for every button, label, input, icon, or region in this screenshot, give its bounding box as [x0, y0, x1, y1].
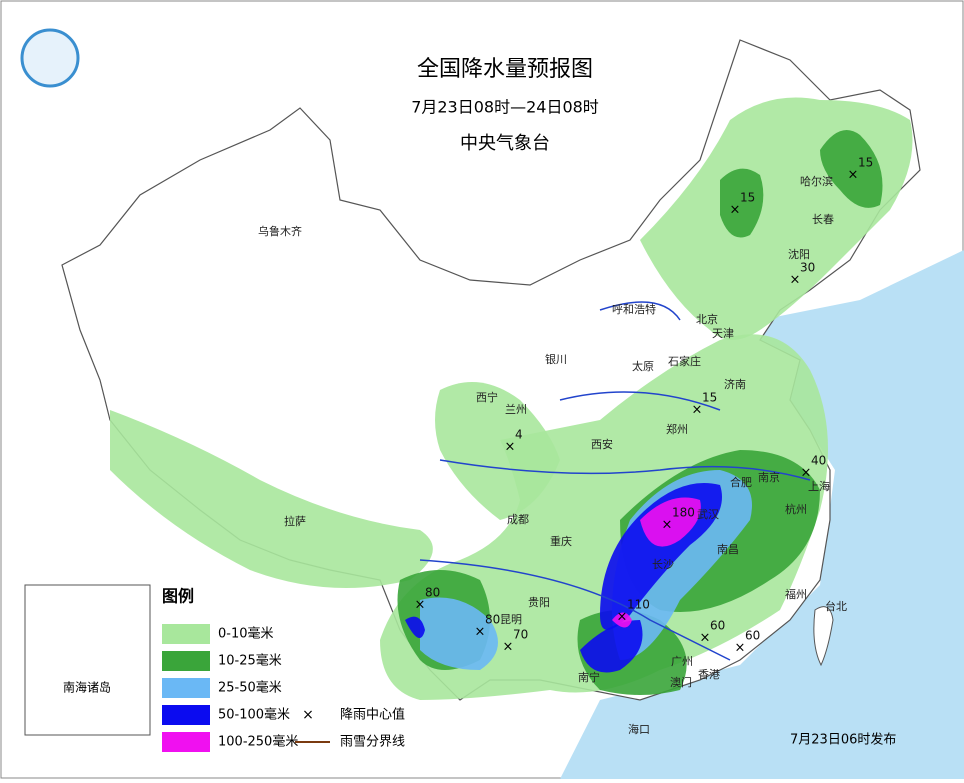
rain-zone	[640, 497, 701, 547]
city-label: 福州	[785, 587, 807, 601]
center-value: 40	[811, 454, 826, 468]
city-label: 台北	[825, 599, 847, 613]
sea	[560, 250, 964, 779]
city-label: 长春	[812, 213, 834, 226]
center-value: 15	[740, 191, 755, 205]
center-mark: ×	[505, 440, 516, 455]
city-label: 哈尔滨	[800, 174, 833, 188]
rain-zone	[420, 597, 498, 670]
rain-zone	[720, 168, 764, 238]
center-value: 70	[513, 628, 528, 642]
rain-zone	[110, 410, 433, 588]
center-mark: ×	[730, 203, 741, 218]
legend-title: 图例	[162, 587, 194, 606]
city-label: 天津	[712, 327, 734, 340]
center-mark: ×	[617, 610, 628, 625]
rain-zone	[435, 382, 560, 520]
center-value: 15	[702, 391, 717, 405]
inset-box	[24, 584, 151, 736]
logo	[20, 28, 80, 88]
inset-label: 南海诸岛	[63, 680, 111, 695]
rain-zones	[110, 97, 913, 700]
center-mark: ×	[475, 625, 486, 640]
rain-zone	[405, 616, 425, 638]
city-label: 广州	[671, 655, 693, 668]
issued-time: 7月23日06时发布	[790, 732, 896, 748]
legend-symbol: ×	[302, 707, 314, 723]
center-mark: ×	[848, 168, 859, 183]
taiwan	[813, 606, 834, 667]
city-label: 贵阳	[528, 596, 550, 609]
legend-swatch	[162, 732, 210, 752]
city-label: 银川	[545, 352, 567, 366]
city-label: 上海	[808, 479, 830, 493]
legend-swatch	[162, 678, 210, 698]
center-mark: ×	[662, 518, 673, 533]
center-value: 4	[515, 428, 523, 442]
city-label: 南宁	[578, 670, 600, 684]
rain-zone	[580, 620, 643, 673]
period: 7月23日08时—24日08时	[411, 98, 599, 117]
city-label: 杭州	[785, 502, 807, 516]
city-label: 兰州	[505, 403, 527, 416]
title: 全国降水量预报图	[417, 57, 593, 82]
center-value: 60	[710, 619, 725, 633]
city-label: 呼和浩特	[612, 302, 656, 316]
city-label: 西安	[591, 437, 613, 451]
city-label: 南京	[758, 470, 780, 484]
center-mark: ×	[790, 273, 801, 288]
legend-swatch	[162, 651, 210, 671]
city-label: 重庆	[550, 534, 572, 548]
center-mark: ×	[415, 598, 426, 613]
legend-swatch	[162, 705, 210, 725]
city-label: 香港	[698, 668, 720, 681]
city-label: 乌鲁木齐	[258, 224, 302, 238]
center-mark: ×	[692, 403, 703, 418]
center-mark: ×	[801, 466, 812, 481]
legend-label: 100-250毫米	[218, 734, 298, 750]
city-label: 海口	[628, 722, 650, 736]
city-label: 石家庄	[668, 354, 701, 368]
city-label: 郑州	[666, 422, 688, 436]
legend-swatch	[162, 624, 210, 644]
city-label: 拉萨	[284, 514, 306, 528]
rivers	[419, 301, 811, 661]
center-value: 110	[627, 598, 650, 612]
city-label: 太原	[632, 360, 654, 373]
issuer: 中央气象台	[460, 133, 550, 154]
city-label: 济南	[724, 377, 746, 391]
center-value: 30	[800, 261, 815, 275]
city-label: 昆明	[500, 613, 522, 626]
city-label: 南昌	[717, 543, 739, 556]
rain-zone	[380, 334, 828, 700]
center-mark: ×	[735, 641, 746, 656]
city-label: 长沙	[652, 558, 674, 571]
city-label: 沈阳	[788, 247, 810, 261]
rain-zone	[612, 612, 632, 628]
city-label: 西宁	[476, 390, 498, 404]
center-value: 80	[425, 586, 440, 600]
rain-zone	[820, 130, 883, 208]
legend-label: 0-10毫米	[218, 626, 274, 642]
center-value: 180	[672, 506, 695, 520]
center-value: 15	[858, 156, 873, 170]
center-mark: ×	[503, 640, 514, 655]
center-mark: ×	[700, 631, 711, 646]
city-label: 合肥	[730, 475, 752, 489]
legend-label: 50-100毫米	[218, 707, 290, 723]
center-value: 60	[745, 629, 760, 643]
legend-symbol-label: 雨雪分界线	[340, 735, 405, 750]
legend-label: 25-50毫米	[218, 680, 282, 696]
legend-symbol-label: 降雨中心值	[340, 707, 405, 723]
center-value: 80	[485, 613, 500, 627]
city-label: 北京	[696, 312, 718, 326]
city-label: 武汉	[697, 508, 719, 521]
legend-label: 10-25毫米	[218, 653, 282, 669]
city-label: 澳门	[670, 675, 692, 689]
city-label: 成都	[507, 513, 529, 526]
